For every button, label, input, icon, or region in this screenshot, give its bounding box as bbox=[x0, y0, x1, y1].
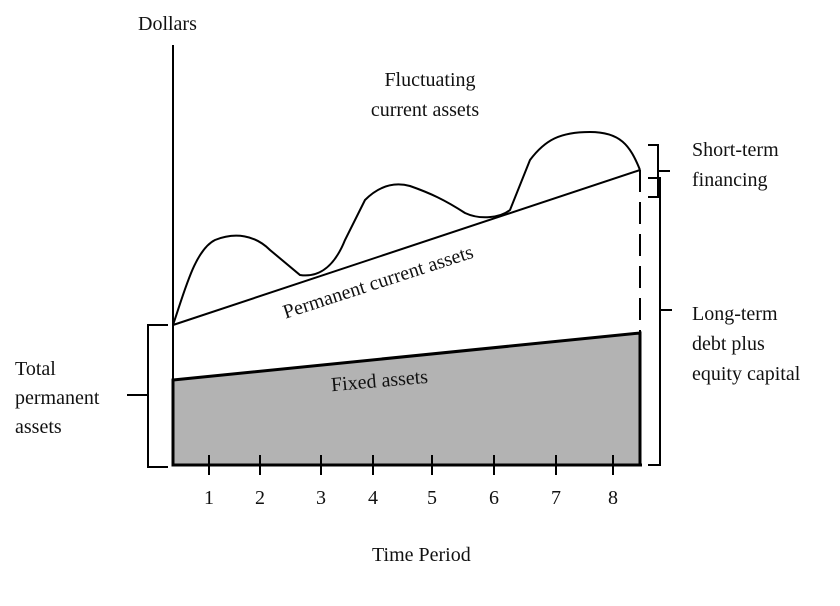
label: financing bbox=[692, 169, 768, 191]
tick-label: 5 bbox=[427, 487, 437, 509]
bracket-total-permanent bbox=[127, 324, 168, 468]
label: equity capital bbox=[692, 363, 801, 385]
fixed-assets-area bbox=[171, 331, 642, 467]
y-axis-label: Dollars bbox=[138, 13, 197, 35]
label: Short-term bbox=[692, 139, 779, 161]
bracket-short-term bbox=[648, 144, 670, 198]
tick-label: 4 bbox=[368, 487, 378, 509]
label: Long-term bbox=[692, 303, 778, 325]
permanent-line bbox=[172, 169, 641, 326]
label: current assets bbox=[371, 99, 480, 121]
x-axis-label: Time Period bbox=[372, 544, 471, 566]
tick-label: 1 bbox=[204, 487, 214, 509]
label: Fluctuating bbox=[384, 69, 475, 91]
tick-label: 6 bbox=[489, 487, 499, 509]
fluctuating-curve bbox=[172, 130, 641, 326]
label: permanent bbox=[15, 387, 100, 409]
tick-label: 3 bbox=[316, 487, 326, 509]
tick-label: 8 bbox=[608, 487, 618, 509]
label: assets bbox=[15, 416, 62, 438]
label: debt plus bbox=[692, 333, 765, 355]
label: Permanent current assets bbox=[280, 241, 476, 323]
label: Total bbox=[15, 358, 56, 380]
tick-label: 2 bbox=[255, 487, 265, 509]
tick-label: 7 bbox=[551, 487, 561, 509]
bracket-long-term bbox=[648, 177, 672, 466]
